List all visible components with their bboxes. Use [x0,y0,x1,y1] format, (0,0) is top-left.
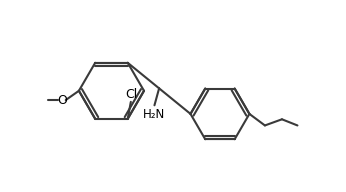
Text: O: O [57,94,67,107]
Text: H₂N: H₂N [143,108,165,121]
Text: Cl: Cl [126,88,138,101]
